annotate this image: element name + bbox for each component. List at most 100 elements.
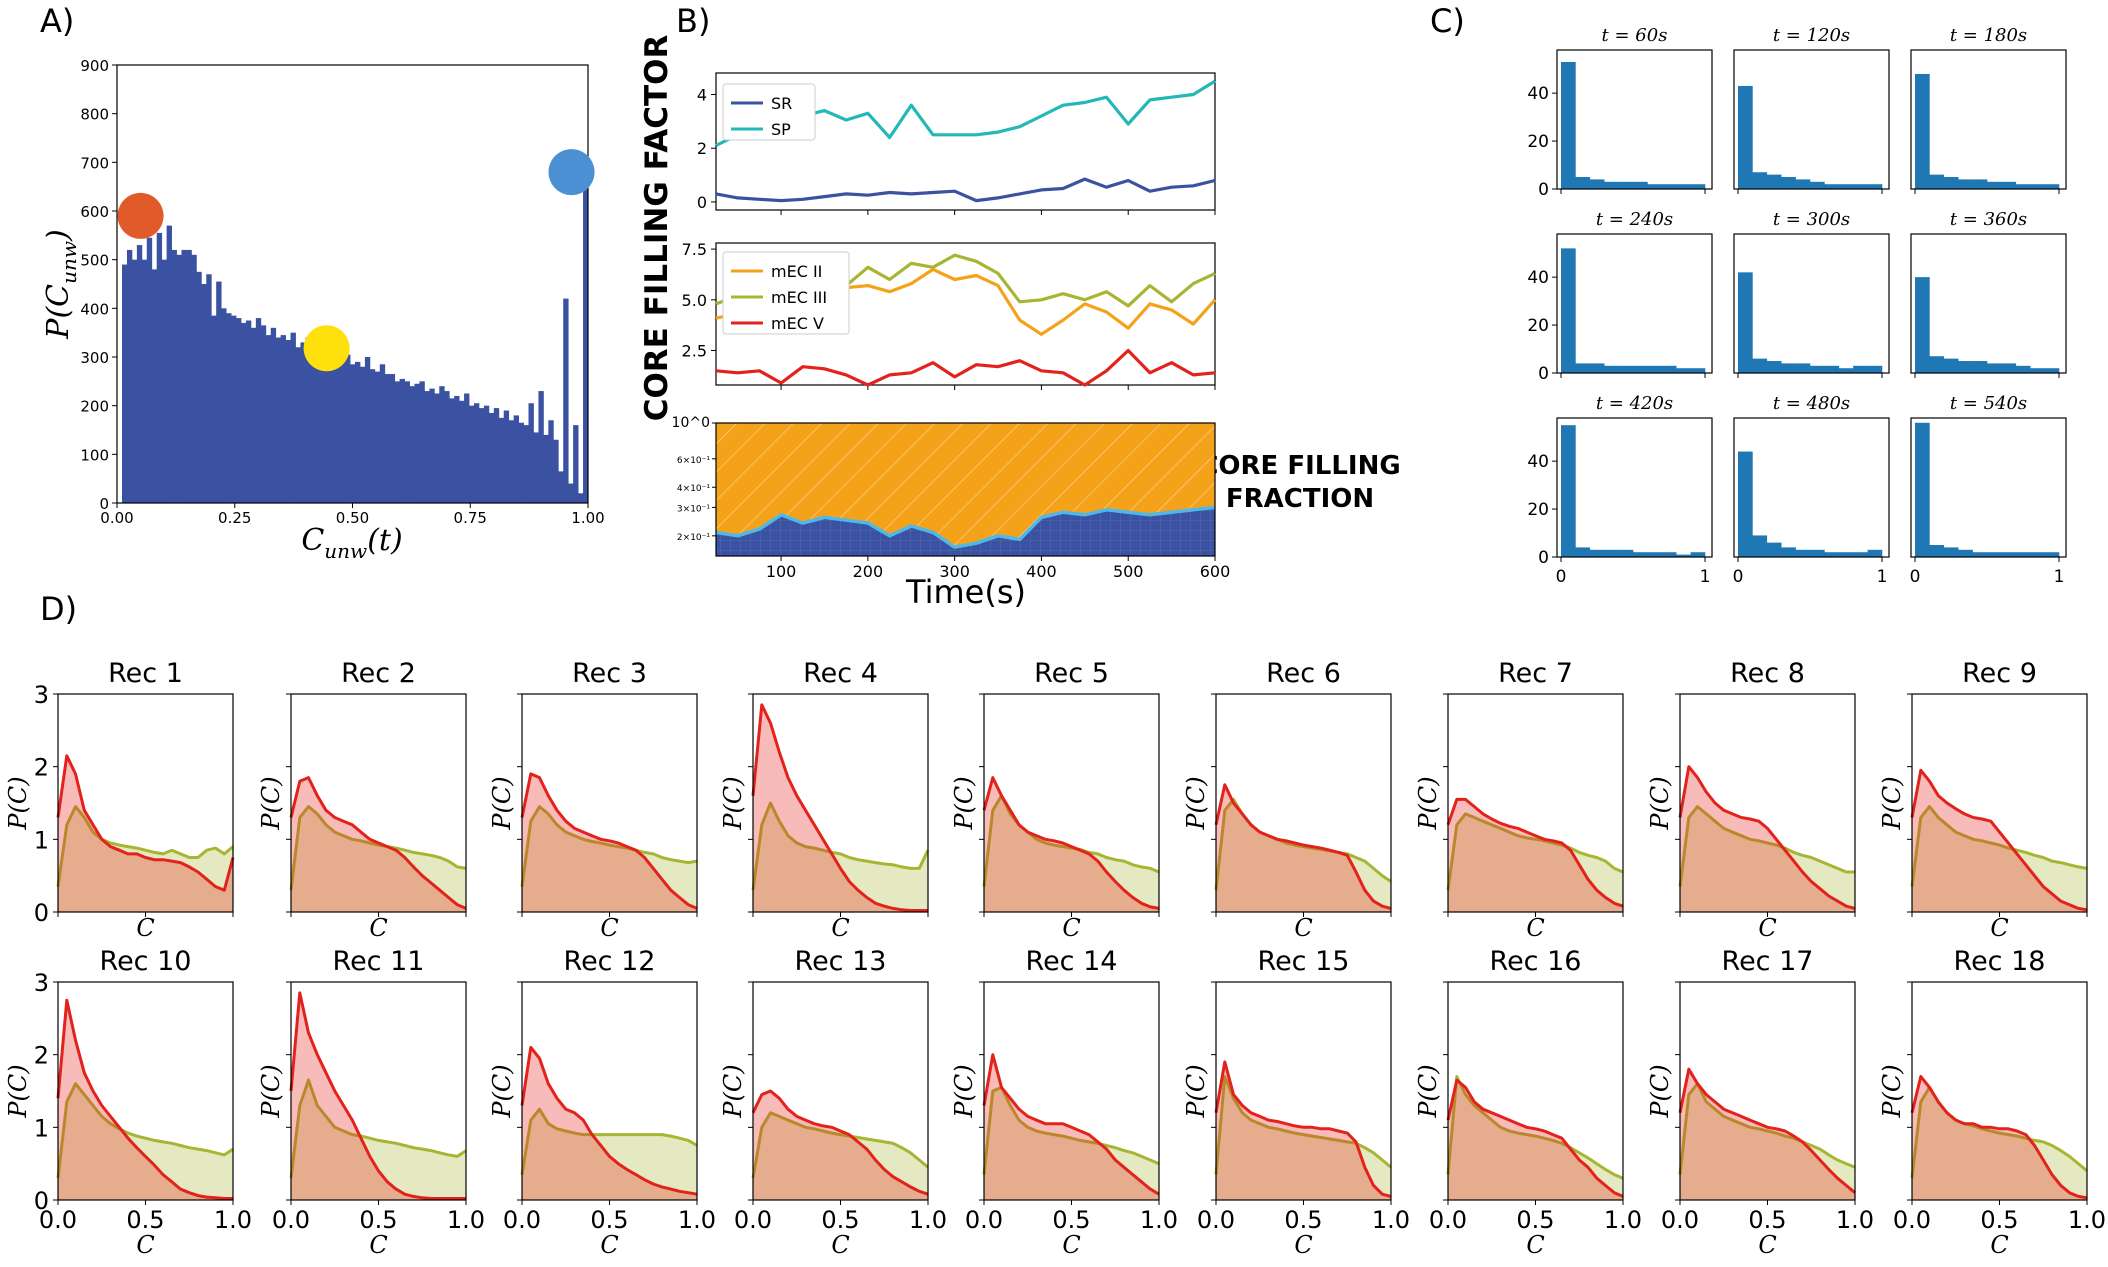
- hist-bar: [1867, 549, 1883, 557]
- y-axis-label: P(C): [488, 1064, 516, 1118]
- red-density-line: [1910, 768, 2088, 912]
- hist-bar: [196, 271, 202, 503]
- red-density-line: [1678, 1067, 1856, 1194]
- hist-bar: [2001, 181, 2017, 189]
- y-tick-label: 3: [34, 969, 49, 997]
- x-axis-label: C: [1294, 1231, 1312, 1259]
- x-axis-label: C: [600, 1231, 618, 1259]
- y-tick-label: 2: [34, 1042, 49, 1070]
- red-density-line: [56, 998, 233, 1200]
- hist-bar: [439, 386, 445, 503]
- subplot-title: Rec 3: [572, 658, 647, 689]
- y-axis-label: P(C): [257, 1064, 285, 1118]
- subplot-title: Rec 11: [333, 946, 425, 977]
- x-axis-label: C: [1294, 914, 1312, 942]
- olive-density-line: [289, 1078, 467, 1179]
- hist-bar: [508, 420, 515, 503]
- y-tick-label: 40: [1527, 452, 1549, 472]
- hist-bar: [1575, 177, 1591, 189]
- x-axis-label: Time(s): [905, 573, 1026, 611]
- x-axis-label: C: [1526, 1231, 1544, 1259]
- hist-bar: [265, 335, 272, 503]
- y-axis-label: P(C): [1182, 776, 1210, 830]
- x-tick-label: 0: [1910, 567, 1921, 587]
- x-tick-label: 0.0: [39, 1206, 77, 1234]
- hist-bar: [1575, 363, 1591, 373]
- hist-bar: [206, 274, 212, 503]
- x-tick-label: 100: [766, 562, 797, 581]
- hist-bar: [573, 425, 579, 503]
- red-density-line: [1446, 1078, 1624, 1198]
- red-density-area: [753, 704, 928, 912]
- panel-label-a: A): [40, 2, 74, 40]
- hist-bar: [2030, 552, 2045, 557]
- hist-bar: [1690, 552, 1706, 557]
- hist-bar: [231, 315, 237, 503]
- hist-bar: [1867, 184, 1883, 189]
- hist-bar: [1810, 549, 1825, 557]
- legend-label: SR: [771, 94, 792, 113]
- y-tick-label: 2: [697, 139, 707, 158]
- x-tick-label: 0.25: [218, 509, 251, 527]
- hist-bar: [1676, 368, 1691, 373]
- subplot-title: Rec 2: [341, 658, 416, 689]
- hist-bar: [1987, 552, 2002, 557]
- olive-density-line: [1214, 1075, 1392, 1175]
- hist-bar: [369, 369, 376, 503]
- hist-bar: [295, 347, 301, 503]
- hist-bar: [1795, 549, 1811, 557]
- axes-frame: [1910, 233, 2067, 374]
- x-tick-label: 0.0: [1429, 1206, 1467, 1234]
- olive-density-area: [1216, 1076, 1391, 1200]
- hist-bar: [136, 245, 143, 504]
- hist-bar: [1561, 425, 1576, 557]
- y-tick-label: 600: [80, 203, 109, 221]
- axes-frame: [715, 242, 1216, 386]
- hist-bar: [538, 391, 544, 503]
- hist-bar: [578, 493, 584, 503]
- red-density-line: [520, 1045, 698, 1196]
- hist-bar: [340, 357, 346, 503]
- y-tick-label: 900: [80, 57, 109, 75]
- x-tick-label: 300: [939, 562, 970, 581]
- red-density-area: [522, 1047, 697, 1200]
- y-tick-label: 1: [34, 826, 49, 854]
- x-tick-label: 0.0: [965, 1206, 1003, 1234]
- x-tick-label: 0.5: [359, 1206, 397, 1234]
- y-tick-label: 6×10⁻¹: [677, 456, 710, 466]
- x-axis-label: Cunw(t): [301, 523, 402, 563]
- hist-bar: [2001, 363, 2017, 373]
- olive-density-line: [1446, 1075, 1624, 1180]
- hist-bar: [1958, 549, 1973, 557]
- hist-bar: [122, 264, 128, 503]
- subplot-title: t = 360s: [1950, 209, 2027, 230]
- subplot-title: Rec 4: [803, 658, 878, 689]
- hist-bar: [1943, 358, 1959, 373]
- olive-density-line: [520, 1107, 698, 1175]
- x-axis-label: C: [1062, 914, 1080, 942]
- olive-density-line: [56, 805, 234, 887]
- red-density-line: [1214, 783, 1392, 910]
- marker-dot: [117, 192, 164, 239]
- x-tick-label: 1.0: [1836, 1206, 1874, 1234]
- panel-label-d: D): [40, 590, 77, 628]
- x-axis-label: C: [600, 914, 618, 942]
- axes-frame: [715, 422, 1216, 557]
- marker-dot: [548, 149, 595, 196]
- hist-bar: [216, 281, 222, 503]
- x-tick-label: 400: [1026, 562, 1057, 581]
- axes-frame: [1556, 49, 1713, 190]
- core-filling-fraction-label: CORE FILLING FRACTION: [1199, 451, 1400, 514]
- x-axis-label: C: [831, 914, 849, 942]
- hist-bar: [1987, 181, 2002, 189]
- y-tick-label: 800: [80, 106, 109, 124]
- olive-density-line: [1678, 1082, 1856, 1175]
- x-tick-label: 1.0: [214, 1206, 252, 1234]
- hist-bar: [1838, 184, 1854, 189]
- x-axis-label: C: [136, 1231, 154, 1259]
- hist-bar: [1752, 172, 1768, 189]
- subplot-title: Rec 10: [100, 946, 192, 977]
- hist-bar: [1618, 181, 1634, 189]
- hist-bar: [1795, 363, 1811, 373]
- y-axis-label: P(C): [1182, 1064, 1210, 1118]
